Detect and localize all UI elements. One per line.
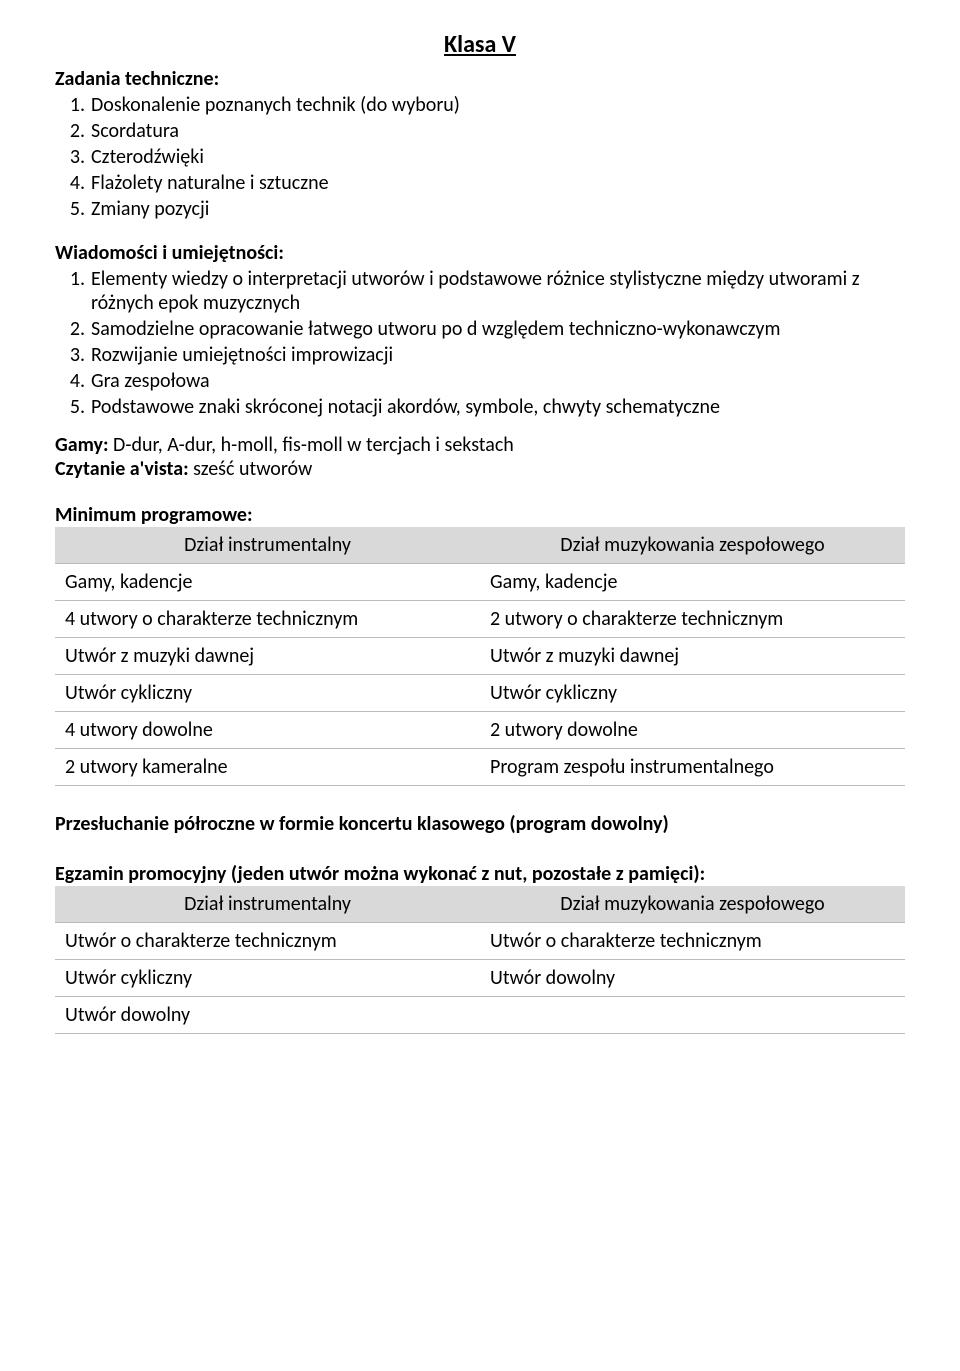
table-cell: Utwór cykliczny — [480, 675, 905, 712]
list-text: Czterodźwięki — [91, 145, 204, 169]
wiadomosci-heading: Wiadomości i umiejętności: — [55, 241, 905, 265]
table-cell: Utwór o charakterze technicznym — [55, 923, 480, 960]
list-item: 4.Gra zespołowa — [91, 369, 905, 393]
list-num: 5. — [55, 395, 85, 419]
table-cell: Utwór cykliczny — [55, 675, 480, 712]
gamy-text: D-dur, A-dur, h-moll, fis-moll w tercjac… — [109, 433, 514, 457]
wiadomosci-list: 1.Elementy wiedzy o interpretacji utworó… — [55, 267, 905, 419]
table-row: Utwór dowolny — [55, 997, 905, 1034]
table-row: 2 utwory kameralneProgram zespołu instru… — [55, 749, 905, 786]
table-cell: Program zespołu instrumentalnego — [480, 749, 905, 786]
table-cell: Utwór z muzyki dawnej — [55, 638, 480, 675]
table-header: Dział instrumentalny — [55, 886, 480, 923]
list-text: Doskonalenie poznanych technik (do wybor… — [91, 93, 460, 117]
table-cell: 2 utwory o charakterze technicznym — [480, 601, 905, 638]
czytanie-text: sześć utworów — [189, 457, 313, 481]
exam-table: Dział instrumentalny Dział muzykowania z… — [55, 886, 905, 1034]
list-item: 5.Podstawowe znaki skróconej notacji ako… — [91, 395, 905, 419]
list-num: 3. — [55, 343, 85, 367]
table-cell: Utwór z muzyki dawnej — [480, 638, 905, 675]
table-cell — [480, 997, 905, 1034]
zadania-heading: Zadania techniczne: — [55, 67, 905, 91]
table-cell: Utwór dowolny — [55, 997, 480, 1034]
list-num: 2. — [55, 119, 85, 143]
table-cell: Utwór cykliczny — [55, 960, 480, 997]
table-row: Utwór cyklicznyUtwór dowolny — [55, 960, 905, 997]
list-item: 3.Czterodźwięki — [91, 145, 905, 169]
list-num: 2. — [55, 317, 85, 341]
list-text: Elementy wiedzy o interpretacji utworów … — [91, 267, 860, 315]
list-item: 1.Elementy wiedzy o interpretacji utworó… — [91, 267, 905, 315]
list-text: Gra zespołowa — [91, 369, 210, 393]
zadania-list: 1.Doskonalenie poznanych technik (do wyb… — [55, 93, 905, 221]
list-num: 3. — [55, 145, 85, 169]
list-num: 1. — [55, 93, 85, 117]
midyear-text: Przesłuchanie półroczne w formie koncert… — [55, 812, 905, 836]
page-title: Klasa V — [55, 30, 905, 59]
list-text: Scordatura — [91, 119, 179, 143]
table-cell: 2 utwory kameralne — [55, 749, 480, 786]
table-header: Dział muzykowania zespołowego — [480, 886, 905, 923]
table-cell: 2 utwory dowolne — [480, 712, 905, 749]
list-item: 2.Scordatura — [91, 119, 905, 143]
minimum-table: Dział instrumentalny Dział muzykowania z… — [55, 527, 905, 786]
table-header: Dział instrumentalny — [55, 527, 480, 564]
minimum-heading: Minimum programowe: — [55, 503, 905, 527]
table-cell: Gamy, kadencje — [480, 564, 905, 601]
list-num: 4. — [55, 171, 85, 195]
list-num: 4. — [55, 369, 85, 393]
list-item: 1.Doskonalenie poznanych technik (do wyb… — [91, 93, 905, 117]
table-cell: 4 utwory o charakterze technicznym — [55, 601, 480, 638]
list-num: 1. — [55, 267, 85, 291]
gamy-label: Gamy: — [55, 433, 109, 457]
table-row: Gamy, kadencjeGamy, kadencje — [55, 564, 905, 601]
list-item: 4.Flażolety naturalne i sztuczne — [91, 171, 905, 195]
list-text: Samodzielne opracowanie łatwego utworu p… — [91, 317, 780, 341]
table-cell: Gamy, kadencje — [55, 564, 480, 601]
list-num: 5. — [55, 197, 85, 221]
list-item: 2.Samodzielne opracowanie łatwego utworu… — [91, 317, 905, 341]
gamy-line: Gamy: D-dur, A-dur, h-moll, fis-moll w t… — [55, 433, 905, 457]
table-cell: 4 utwory dowolne — [55, 712, 480, 749]
exam-heading: Egzamin promocyjny (jeden utwór można wy… — [55, 862, 905, 886]
list-item: 5.Zmiany pozycji — [91, 197, 905, 221]
table-cell: Utwór dowolny — [480, 960, 905, 997]
czytanie-label: Czytanie a'vista: — [55, 457, 189, 481]
table-row: 4 utwory dowolne2 utwory dowolne — [55, 712, 905, 749]
table-row: Utwór o charakterze technicznymUtwór o c… — [55, 923, 905, 960]
list-text: Rozwijanie umiejętności improwizacji — [91, 343, 393, 367]
table-row: Utwór z muzyki dawnejUtwór z muzyki dawn… — [55, 638, 905, 675]
list-item: 3.Rozwijanie umiejętności improwizacji — [91, 343, 905, 367]
list-text: Podstawowe znaki skróconej notacji akord… — [91, 395, 720, 419]
table-header: Dział muzykowania zespołowego — [480, 527, 905, 564]
table-header-row: Dział instrumentalny Dział muzykowania z… — [55, 886, 905, 923]
table-row: Utwór cyklicznyUtwór cykliczny — [55, 675, 905, 712]
table-cell: Utwór o charakterze technicznym — [480, 923, 905, 960]
czytanie-line: Czytanie a'vista: sześć utworów — [55, 457, 905, 481]
table-header-row: Dział instrumentalny Dział muzykowania z… — [55, 527, 905, 564]
table-row: 4 utwory o charakterze technicznym2 utwo… — [55, 601, 905, 638]
list-text: Flażolety naturalne i sztuczne — [91, 171, 329, 195]
list-text: Zmiany pozycji — [91, 197, 209, 221]
